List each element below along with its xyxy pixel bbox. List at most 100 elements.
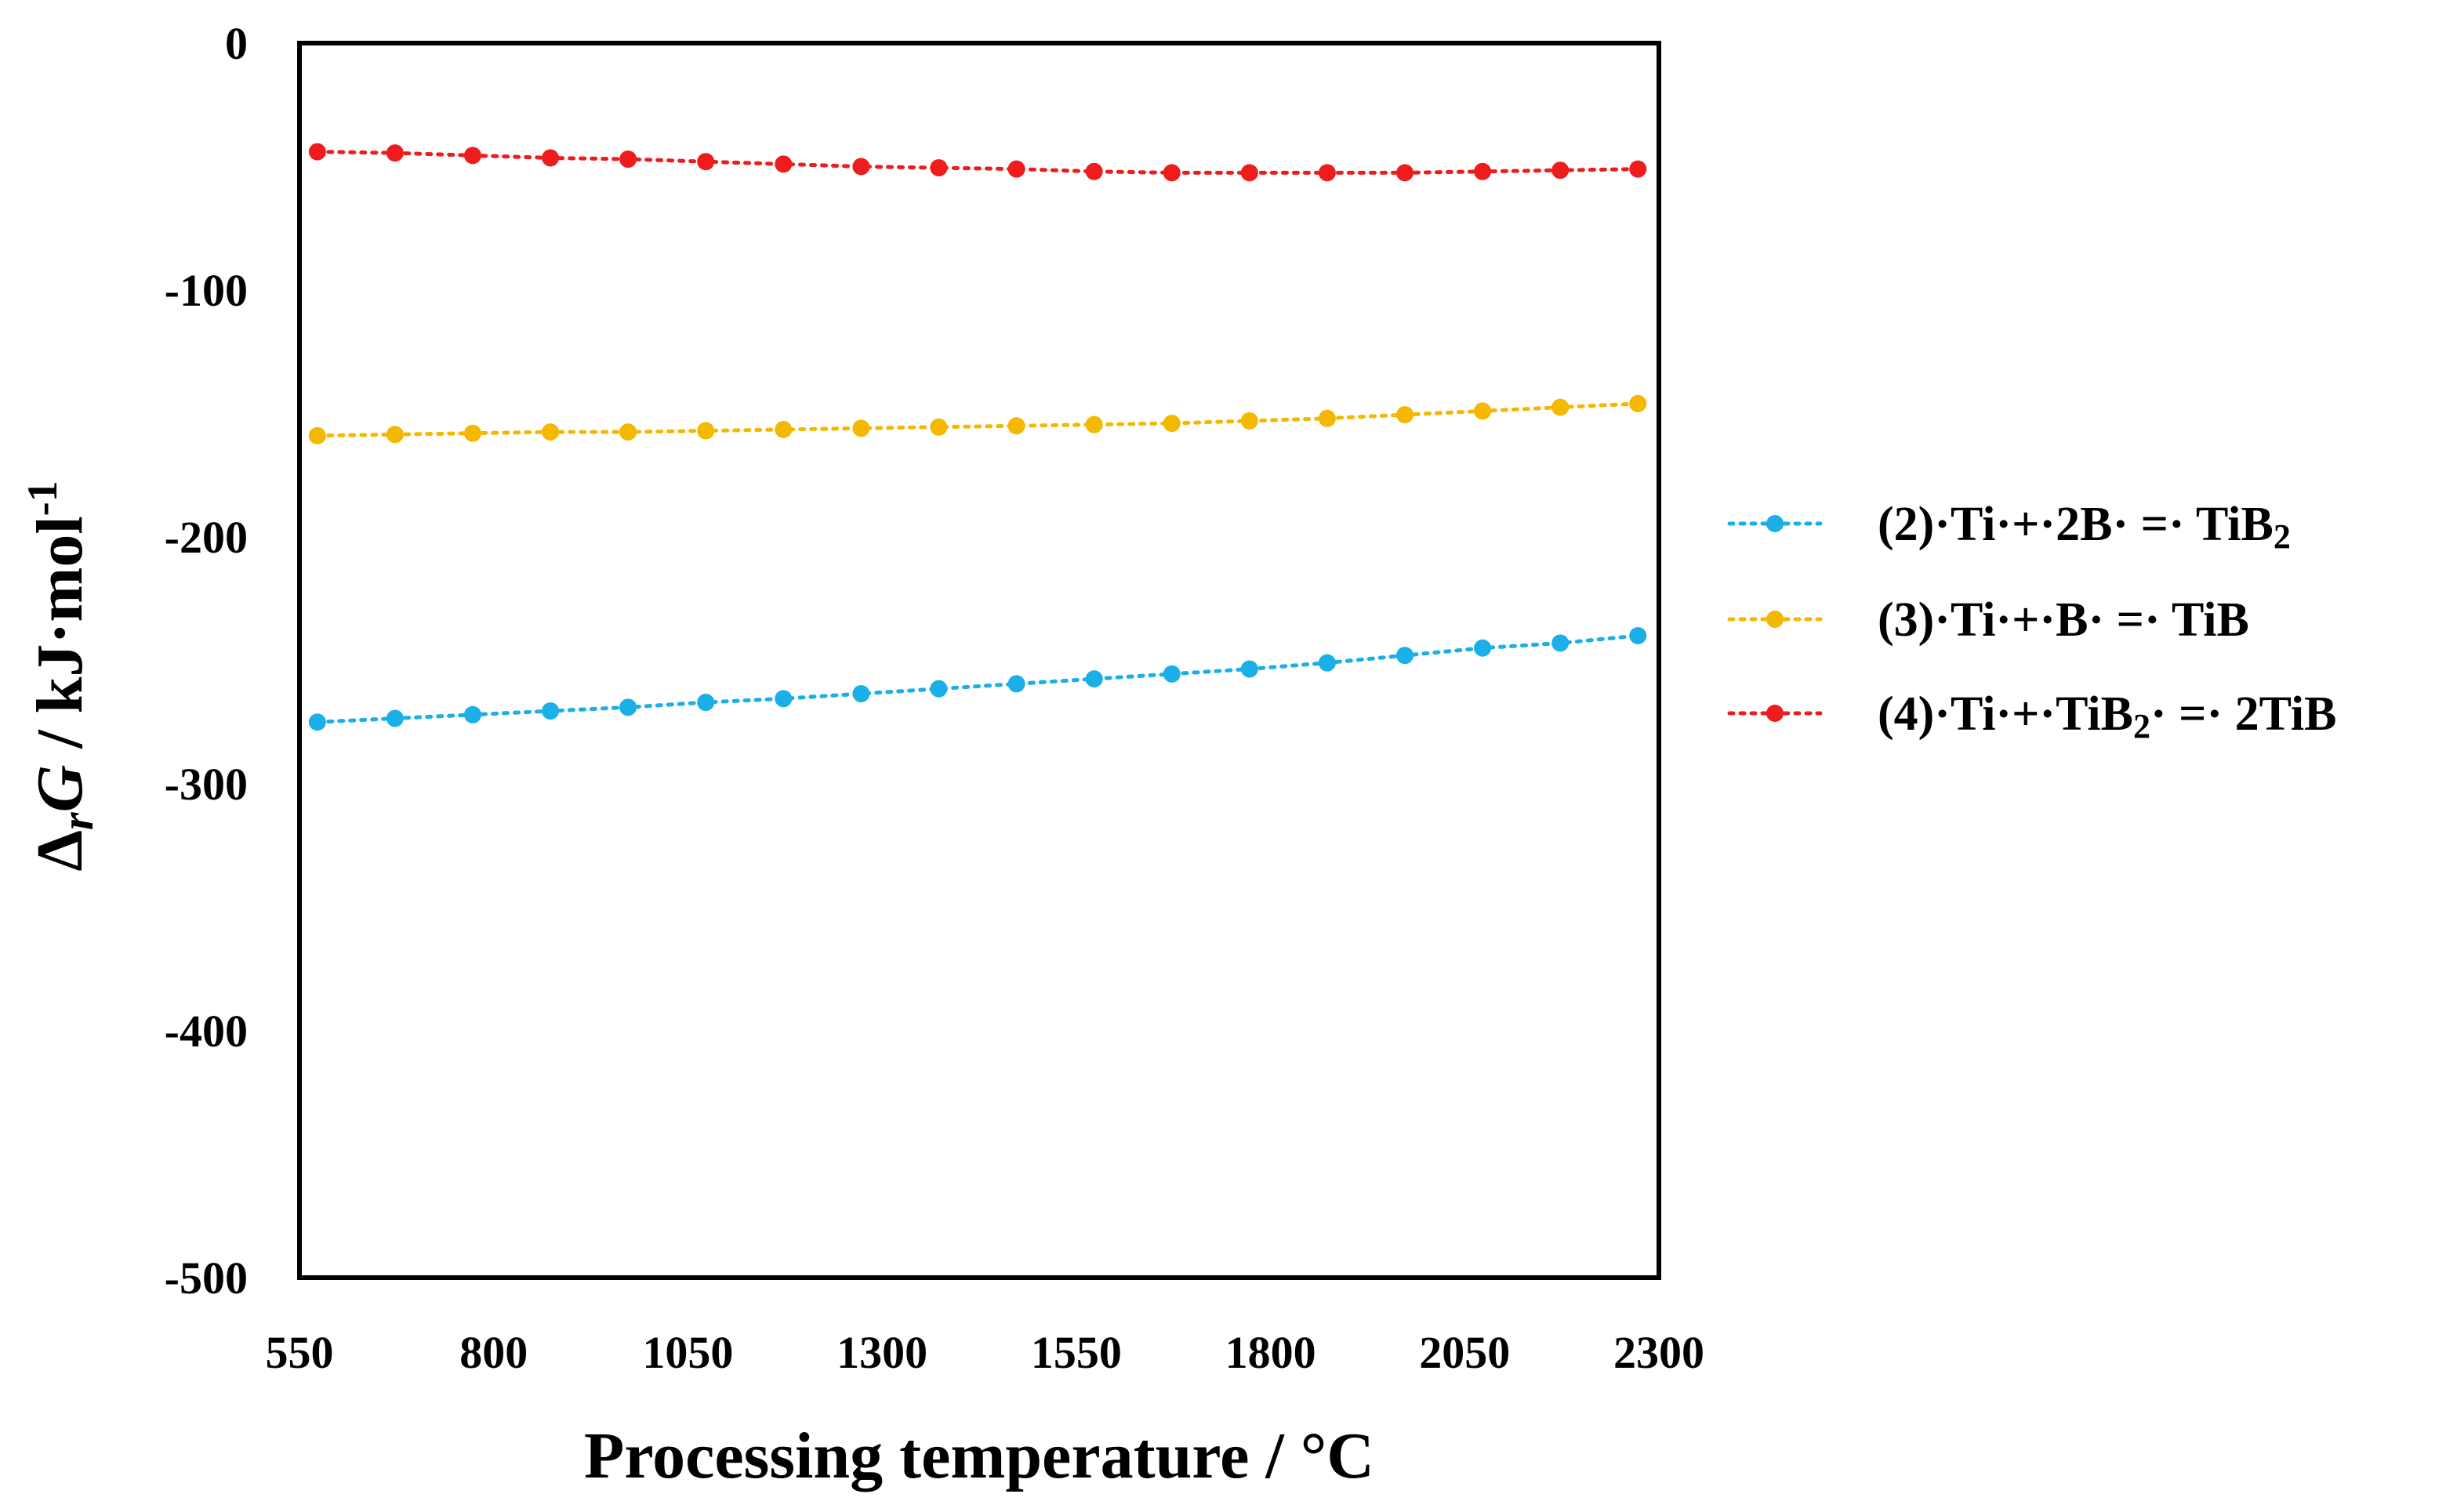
y-axis-title-rest: / kJ·mol — [24, 516, 96, 764]
data-point — [1629, 394, 1647, 412]
data-point — [1629, 627, 1647, 644]
series-line — [315, 401, 1640, 438]
data-point — [852, 419, 870, 437]
x-tick-label: 1550 — [1031, 1327, 1122, 1378]
y-tick-label: -200 — [165, 512, 248, 563]
data-point — [697, 694, 715, 712]
data-point — [1085, 670, 1103, 688]
y-tick-label: 0 — [225, 18, 248, 69]
data-point — [1474, 402, 1492, 420]
x-tick-label: 550 — [266, 1327, 334, 1378]
x-axis-ticks: 550 800 1050 1300 1550 1800 2050 2300 — [266, 1327, 1705, 1378]
data-point — [930, 418, 948, 436]
data-point — [1474, 162, 1492, 180]
data-point — [1551, 161, 1570, 179]
y-tick-label: -300 — [165, 759, 248, 810]
series-2 — [308, 394, 1647, 444]
data-point — [1318, 164, 1336, 182]
data-point — [852, 158, 870, 176]
x-tick-label: 1050 — [642, 1327, 733, 1378]
data-point — [386, 426, 404, 444]
legend-label: (4)·Ti·+·TiB2· =· 2TiB — [1878, 687, 2336, 745]
data-point — [1085, 415, 1103, 433]
y-tick-label: -400 — [165, 1006, 248, 1057]
data-point — [697, 153, 715, 171]
legend-item-2: (3)·Ti·+·B· =· TiB — [1727, 593, 2249, 647]
data-point — [1163, 665, 1181, 683]
plot-area-frame — [297, 41, 1661, 1280]
x-tick-label: 2050 — [1419, 1327, 1510, 1378]
data-point — [775, 420, 793, 438]
data-point — [308, 713, 326, 731]
series-line — [315, 633, 1640, 724]
data-point — [775, 155, 793, 173]
data-point — [1240, 412, 1258, 430]
data-point — [619, 423, 637, 441]
data-point — [1007, 417, 1025, 435]
data-point — [775, 690, 793, 708]
x-tick-label: 1800 — [1225, 1327, 1316, 1378]
data-point — [1551, 398, 1570, 416]
legend-label-main: (3)·Ti·+·B· =· TiB — [1878, 593, 2249, 647]
legend-item-1: (2)·Ti·+·2B· =· TiB2 — [1727, 498, 2291, 556]
series-line — [315, 150, 1640, 175]
legend: (2)·Ti·+·2B· =· TiB2(3)·Ti·+·B· =· TiB(4… — [1727, 498, 2336, 745]
data-point — [542, 702, 560, 720]
y-tick-label: -100 — [165, 265, 248, 316]
x-tick-label: 1300 — [837, 1327, 927, 1378]
series-1 — [308, 627, 1647, 731]
data-point — [1007, 675, 1025, 693]
legend-marker — [1766, 515, 1784, 532]
legend-item-3: (4)·Ti·+·TiB2· =· 2TiB — [1727, 687, 2336, 745]
legend-label-tail: · =· 2TiB — [2150, 687, 2337, 741]
legend-label: (3)·Ti·+·B· =· TiB — [1878, 593, 2249, 647]
x-tick-label: 2300 — [1613, 1327, 1704, 1378]
x-tick-label: 800 — [459, 1327, 528, 1378]
y-axis-ticks: 0 -100 -200 -300 -400 -500 — [165, 18, 248, 1304]
y-axis-title-variable: G — [24, 765, 96, 813]
data-point — [1318, 409, 1336, 427]
data-point — [697, 422, 715, 440]
y-axis-title-delta: Δ — [24, 830, 96, 872]
data-point — [463, 424, 481, 442]
legend-marker — [1766, 611, 1784, 628]
data-point — [463, 147, 481, 165]
y-axis-title: ΔrG / kJ·mol-1 — [19, 480, 103, 871]
data-point — [308, 143, 326, 161]
data-point — [1395, 647, 1414, 665]
series-3 — [308, 143, 1647, 182]
data-point — [1085, 162, 1103, 180]
data-point — [1007, 160, 1025, 178]
legend-label-subscript: 2 — [2133, 707, 2150, 745]
data-point — [1474, 639, 1492, 657]
data-point — [1395, 164, 1414, 182]
data-point — [463, 705, 481, 723]
data-point — [1163, 415, 1181, 433]
data-point — [1551, 634, 1570, 652]
data-point — [930, 159, 948, 177]
data-point — [542, 423, 560, 441]
y-axis-title-exponent: -1 — [19, 480, 66, 516]
data-point — [1240, 660, 1258, 678]
y-axis-title-subscript: r — [52, 812, 103, 830]
data-point — [619, 698, 637, 716]
data-point — [308, 426, 326, 444]
y-tick-label: -500 — [165, 1253, 248, 1304]
series-layer — [308, 143, 1647, 731]
legend-label-main: (4)·Ti·+·TiB — [1878, 687, 2133, 741]
data-point — [1240, 164, 1258, 182]
data-point — [930, 680, 948, 698]
data-point — [1318, 654, 1336, 672]
x-axis-title: Processing temperature / °C — [584, 1420, 1374, 1492]
legend-label: (2)·Ti·+·2B· =· TiB2 — [1878, 498, 2291, 556]
data-point — [619, 150, 637, 169]
data-point — [386, 709, 404, 727]
legend-label-main: (2)·Ti·+·2B· =· TiB — [1878, 498, 2274, 551]
data-point — [852, 685, 870, 703]
data-point — [386, 144, 404, 162]
legend-label-subscript: 2 — [2274, 517, 2291, 556]
data-point — [1629, 160, 1647, 178]
legend-marker — [1766, 705, 1784, 722]
